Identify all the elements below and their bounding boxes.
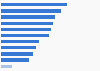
Bar (1, 46, 36, 49)
Bar (1, 3, 67, 6)
Bar (1, 52, 33, 56)
Bar (1, 34, 49, 37)
Bar (1, 15, 55, 19)
Bar (1, 40, 39, 43)
Bar (1, 58, 29, 62)
Bar (1, 28, 51, 31)
Bar (1, 65, 12, 68)
Bar (1, 22, 53, 25)
Bar (1, 9, 61, 13)
